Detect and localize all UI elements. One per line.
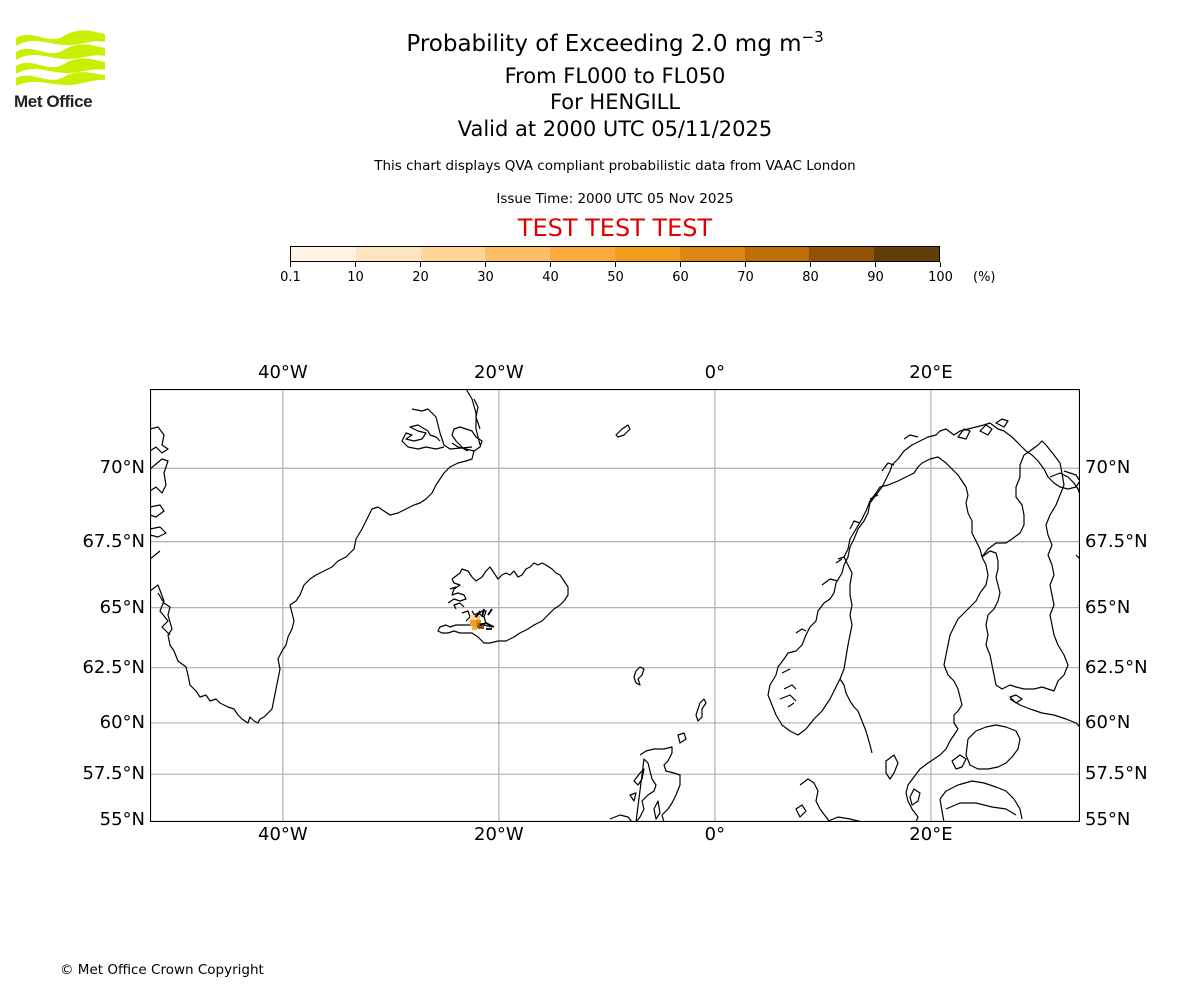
colorbar-segment [485, 247, 551, 261]
latitude-label-left: 60°N [99, 711, 145, 733]
colorbar-tick [355, 262, 356, 267]
colorbar-segment [679, 247, 745, 261]
graticule [150, 389, 1080, 822]
colorbar-tick-label: 70 [737, 270, 754, 285]
latitude-label-right: 60°N [1085, 711, 1131, 733]
coastline-greenland-south [157, 389, 483, 724]
latitude-label-right: 62.5°N [1085, 656, 1148, 678]
longitude-label-top: 20°E [909, 362, 953, 383]
chart-title: Probability of Exceeding 2.0 mg m−3 [0, 28, 1200, 57]
colorbar-tick-label: 30 [477, 270, 494, 285]
colorbar-tick [875, 262, 876, 267]
latitude-label-right: 57.5°N [1085, 763, 1148, 785]
ash-probability-cells [470, 615, 484, 630]
latitude-label-left: 62.5°N [82, 656, 145, 678]
title-main: Probability of Exceeding 2.0 mg m [406, 31, 802, 57]
chart-subtitle: This chart displays QVA compliant probab… [374, 158, 856, 174]
colorbar-tick-label: 0.1 [280, 270, 301, 285]
colorbar-tick-label: 50 [607, 270, 624, 285]
colorbar-tick-label: 90 [867, 270, 884, 285]
colorbar-segment [874, 247, 939, 261]
colorbar-tick-label: 10 [347, 270, 364, 285]
latitude-label-left: 65°N [99, 596, 145, 618]
colorbar-tick [940, 262, 941, 267]
latitude-label-left: 67.5°N [82, 530, 145, 552]
colorbar-tick [290, 262, 291, 267]
colorbar-segment [614, 247, 680, 261]
colorbar-tick [745, 262, 746, 267]
issue-time: Issue Time: 2000 UTC 05 Nov 2025 [496, 191, 734, 207]
colorbar [290, 246, 940, 262]
latitude-label-right: 67.5°N [1085, 530, 1148, 552]
latitude-label-left: 57.5°N [82, 763, 145, 785]
coastline-shetland [695, 698, 707, 722]
coastline-arctic-islands [957, 418, 1009, 440]
volcano-name: For HENGILL [549, 90, 681, 114]
longitude-label-bottom: 40°W [257, 824, 308, 845]
colorbar-segment [291, 247, 356, 261]
valid-time: Valid at 2000 UTC 05/11/2025 [457, 117, 773, 141]
colorbar-segment [420, 247, 486, 261]
coastlines [150, 389, 1080, 822]
logo-text: Met Office [14, 92, 93, 111]
latitude-label-right: 55°N [1085, 809, 1131, 830]
met-office-wave-logo-icon [16, 30, 105, 86]
colorbar-tick-label: 20 [412, 270, 429, 285]
map-frame [150, 389, 1080, 822]
colorbar-unit: (%) [973, 270, 996, 285]
latitude-label-right: 70°N [1085, 457, 1131, 479]
colorbar-tick [680, 262, 681, 267]
colorbar-tick-label: 80 [802, 270, 819, 285]
coastline-baltics [939, 698, 1080, 822]
copyright-notice: © Met Office Crown Copyright [60, 962, 264, 978]
coastline-norway [767, 422, 1080, 754]
coastline-greenland-west [150, 426, 171, 636]
map-panel [150, 389, 1080, 822]
longitude-label-top: 20°W [474, 362, 524, 383]
longitude-label-bottom: 0° [704, 824, 726, 845]
coastline-scotland [609, 732, 687, 822]
coastline-faroe [633, 666, 645, 686]
colorbar-tick [615, 262, 616, 267]
coastline-iceland [437, 562, 569, 644]
coastline-finland [981, 440, 1069, 704]
met-office-logo: Met Office [14, 30, 106, 112]
colorbar-tick-label: 60 [672, 270, 689, 285]
colorbar-segment [550, 247, 615, 261]
colorbar-tick [810, 262, 811, 267]
colorbar-tick-label: 40 [542, 270, 559, 285]
map-canvas [150, 389, 1080, 822]
latitude-label-left: 55°N [99, 809, 145, 830]
colorbar-tick [420, 262, 421, 267]
flight-level-range: From FL000 to FL050 [504, 64, 726, 88]
coastline-denmark [795, 754, 921, 822]
longitude-label-bottom: 20°W [474, 824, 524, 845]
colorbar-segment [809, 247, 875, 261]
coastline-jan-mayen [615, 424, 631, 438]
longitude-label-bottom: 20°E [909, 824, 953, 845]
longitude-label-top: 0° [704, 362, 726, 383]
border-scandinavia [837, 456, 989, 822]
colorbar-segment [744, 247, 810, 261]
colorbar-tick [550, 262, 551, 267]
title-superscript: −3 [801, 28, 824, 46]
test-banner: TEST TEST TEST [517, 214, 713, 242]
longitude-label-top: 40°W [257, 362, 308, 383]
colorbar-tick [485, 262, 486, 267]
volcano-marker [475, 608, 495, 630]
latitude-label-left: 70°N [99, 457, 145, 479]
latitude-label-right: 65°N [1085, 596, 1131, 618]
coastline-russia-north [1049, 472, 1080, 560]
colorbar-tick-label: 100 [928, 270, 953, 285]
colorbar-segment [355, 247, 421, 261]
